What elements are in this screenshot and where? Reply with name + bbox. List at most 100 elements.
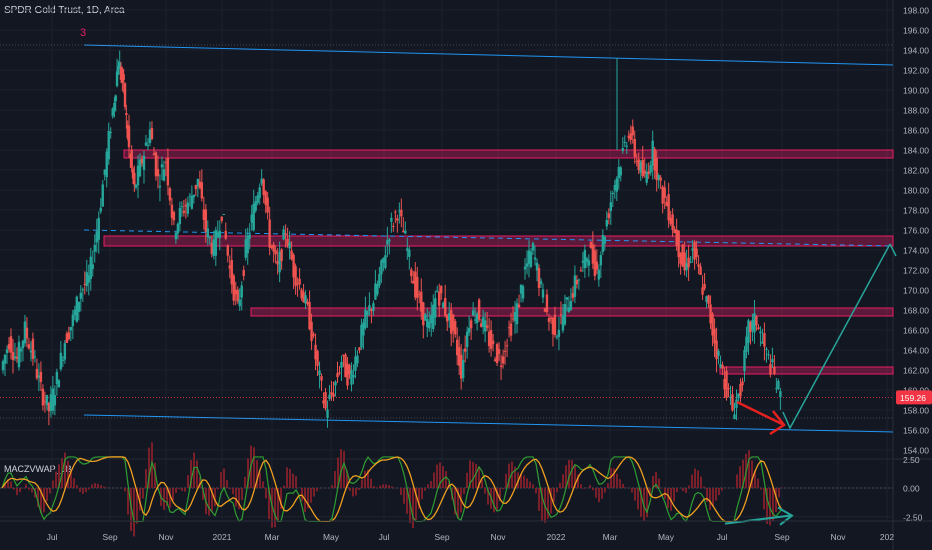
candle-body bbox=[669, 217, 672, 224]
candle-body bbox=[769, 364, 772, 375]
candle-body bbox=[761, 341, 764, 344]
candle-body bbox=[511, 318, 515, 320]
candle-body bbox=[164, 162, 168, 164]
price-tick-label: 176.00 bbox=[903, 226, 929, 236]
candle-body bbox=[204, 209, 208, 232]
price-tick-label: 166.00 bbox=[903, 326, 929, 336]
candle-body bbox=[126, 124, 129, 139]
candle-body bbox=[134, 185, 138, 188]
candle-body bbox=[55, 371, 59, 384]
down-arrow-head bbox=[769, 410, 786, 436]
candle-body bbox=[585, 258, 589, 262]
candle-body bbox=[131, 168, 135, 179]
candle-body bbox=[93, 244, 96, 252]
candle-body bbox=[7, 344, 11, 350]
candle-body bbox=[601, 235, 605, 252]
candle-body bbox=[717, 351, 720, 356]
candle-body bbox=[434, 298, 437, 318]
candle-body bbox=[394, 211, 397, 213]
candle-body bbox=[779, 391, 782, 398]
candle-body bbox=[274, 250, 277, 255]
candle-body bbox=[623, 141, 626, 143]
candle-body bbox=[176, 223, 180, 234]
candle-body bbox=[579, 270, 583, 272]
candle-body bbox=[220, 216, 223, 221]
candle-body bbox=[79, 292, 83, 299]
candle-body bbox=[268, 219, 271, 248]
candle-body bbox=[332, 393, 335, 397]
candle-body bbox=[69, 326, 73, 331]
candle-body bbox=[208, 237, 212, 239]
candle-body bbox=[292, 254, 295, 278]
time-tick-label: Nov bbox=[158, 532, 174, 542]
osc-tick-label: -2.50 bbox=[903, 512, 923, 522]
candle-body bbox=[198, 181, 202, 189]
candle-body bbox=[685, 263, 688, 271]
candle-body bbox=[13, 356, 17, 359]
candle-body bbox=[109, 132, 112, 134]
candle-body bbox=[485, 325, 489, 328]
candle-body bbox=[184, 204, 188, 207]
candle-body bbox=[322, 400, 325, 404]
candle-body bbox=[314, 344, 317, 360]
candle-body bbox=[639, 161, 642, 173]
candle-body bbox=[723, 379, 726, 390]
candle-body bbox=[234, 289, 237, 295]
candle-body bbox=[773, 366, 776, 375]
candle-body bbox=[280, 249, 283, 261]
candle-body bbox=[222, 214, 225, 216]
candle-body bbox=[763, 333, 766, 347]
time-tick-label: Jul bbox=[717, 532, 728, 542]
candle-body bbox=[111, 108, 114, 117]
osc-tick-label: 2.50 bbox=[903, 455, 920, 465]
candle-body bbox=[17, 341, 21, 368]
candle-body bbox=[53, 395, 57, 406]
candle-body bbox=[398, 210, 401, 212]
osc-slow-line bbox=[1, 456, 783, 522]
candle-body bbox=[23, 321, 27, 344]
candle-body bbox=[519, 284, 523, 294]
candle-body bbox=[611, 192, 615, 194]
candle-body bbox=[471, 310, 475, 316]
candle-body bbox=[89, 256, 92, 280]
candle-body bbox=[11, 352, 15, 360]
candle-body bbox=[228, 265, 231, 269]
candle-body bbox=[148, 129, 152, 144]
candle-body bbox=[372, 303, 375, 312]
candle-body bbox=[647, 171, 650, 175]
candle-body bbox=[641, 159, 644, 177]
candle-body bbox=[661, 186, 664, 204]
candle-body bbox=[216, 232, 219, 238]
candle-body bbox=[362, 322, 365, 336]
candle-body bbox=[735, 399, 738, 408]
candle-body bbox=[597, 269, 601, 280]
candle-body bbox=[232, 275, 235, 301]
candle-body bbox=[304, 295, 307, 304]
candle-body bbox=[150, 128, 154, 139]
candle-body bbox=[312, 334, 315, 336]
candle-body bbox=[113, 102, 116, 111]
time-tick-label: Sep bbox=[434, 532, 449, 542]
candle-body bbox=[158, 185, 162, 188]
candle-body bbox=[117, 66, 120, 75]
candle-body bbox=[687, 257, 690, 268]
candle-body bbox=[539, 280, 543, 284]
candle-body bbox=[39, 371, 43, 383]
candle-body bbox=[505, 345, 509, 347]
candle-body bbox=[613, 184, 616, 191]
candle-body bbox=[432, 304, 435, 329]
candle-body bbox=[354, 356, 357, 371]
candle-body bbox=[224, 231, 227, 239]
candle-body bbox=[446, 314, 449, 322]
candle-body bbox=[533, 257, 537, 260]
time-tick-label: Nov bbox=[490, 532, 506, 542]
candle-body bbox=[679, 252, 682, 264]
candle-body bbox=[342, 354, 345, 356]
candle-body bbox=[741, 381, 744, 386]
candle-body bbox=[713, 328, 716, 344]
candle-body bbox=[659, 177, 662, 181]
candle-body bbox=[15, 356, 19, 359]
candle-body bbox=[671, 214, 674, 230]
candle-body bbox=[535, 262, 539, 271]
